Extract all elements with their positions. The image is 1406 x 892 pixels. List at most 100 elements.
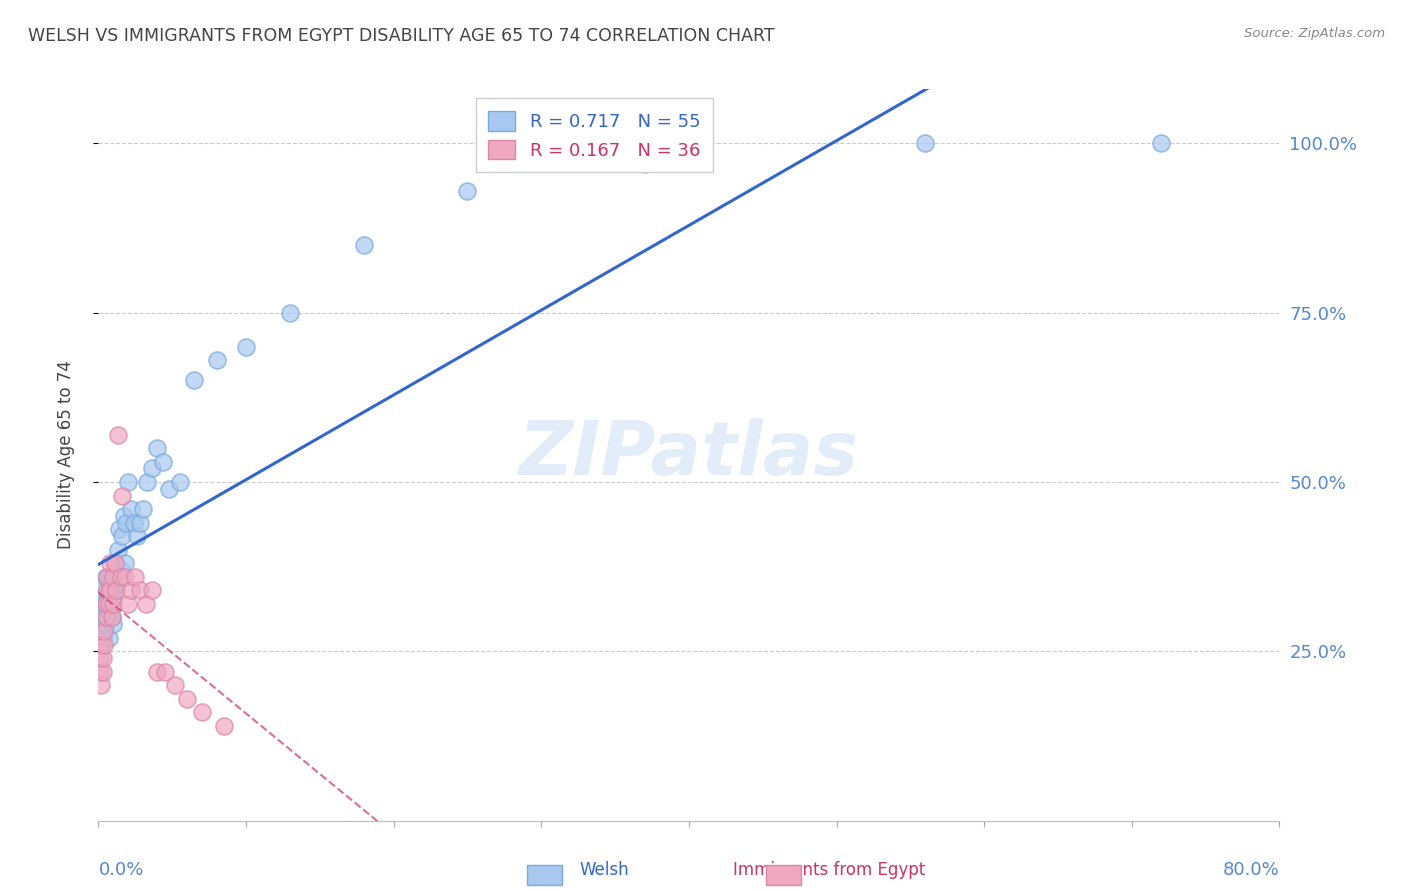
Point xyxy=(212,719,235,733)
Point xyxy=(278,306,302,320)
Point xyxy=(108,523,131,537)
Text: 80.0%: 80.0% xyxy=(1223,861,1279,879)
Point xyxy=(141,461,163,475)
Point xyxy=(191,706,214,720)
Point xyxy=(89,610,111,624)
Point xyxy=(114,570,136,584)
Text: Immigrants from Egypt: Immigrants from Egypt xyxy=(734,861,925,879)
Point xyxy=(176,691,198,706)
Point xyxy=(89,665,111,679)
Point xyxy=(152,455,174,469)
Text: 0.0%: 0.0% xyxy=(98,861,143,879)
Point xyxy=(96,570,118,584)
Point xyxy=(91,631,114,645)
Point xyxy=(165,678,187,692)
Point xyxy=(91,610,114,624)
Point xyxy=(104,556,127,570)
Text: Source: ZipAtlas.com: Source: ZipAtlas.com xyxy=(1244,27,1385,40)
Point xyxy=(125,529,148,543)
Point xyxy=(205,353,228,368)
Point xyxy=(183,373,205,387)
Point xyxy=(141,583,163,598)
Point xyxy=(100,583,122,598)
Point xyxy=(169,475,191,489)
Point xyxy=(132,502,155,516)
Y-axis label: Disability Age 65 to 74: Disability Age 65 to 74 xyxy=(56,360,75,549)
Point xyxy=(97,576,120,591)
Point xyxy=(157,482,180,496)
Point xyxy=(98,583,121,598)
Point xyxy=(93,576,115,591)
Point xyxy=(93,604,115,618)
Point xyxy=(107,427,129,442)
Point xyxy=(128,516,150,530)
Point xyxy=(90,617,112,632)
Point xyxy=(93,638,115,652)
Point xyxy=(146,441,169,455)
Point xyxy=(97,604,120,618)
Point xyxy=(89,624,111,638)
Point xyxy=(91,590,114,604)
Point xyxy=(96,590,118,604)
Point xyxy=(115,516,138,530)
Point xyxy=(456,184,478,198)
Point xyxy=(1150,136,1173,151)
Point xyxy=(110,570,132,584)
Point xyxy=(110,563,132,577)
Point xyxy=(136,475,159,489)
Point xyxy=(128,583,150,598)
Point xyxy=(103,570,125,584)
Point xyxy=(111,489,134,503)
Point xyxy=(103,590,125,604)
Point xyxy=(100,610,122,624)
Point xyxy=(94,597,117,611)
Point xyxy=(100,610,122,624)
Point xyxy=(90,597,112,611)
Point xyxy=(90,638,112,652)
Point xyxy=(122,516,145,530)
Point xyxy=(91,651,114,665)
Text: WELSH VS IMMIGRANTS FROM EGYPT DISABILITY AGE 65 TO 74 CORRELATION CHART: WELSH VS IMMIGRANTS FROM EGYPT DISABILIT… xyxy=(28,27,775,45)
Point xyxy=(91,665,114,679)
Point xyxy=(104,556,127,570)
Point xyxy=(117,597,139,611)
Point xyxy=(120,583,142,598)
Point xyxy=(914,136,936,151)
Point xyxy=(103,617,125,632)
Point xyxy=(94,617,117,632)
Point xyxy=(98,556,121,570)
Point xyxy=(90,678,112,692)
Point xyxy=(105,576,128,591)
Point xyxy=(146,665,169,679)
Legend: R = 0.717   N = 55, R = 0.167   N = 36: R = 0.717 N = 55, R = 0.167 N = 36 xyxy=(475,98,713,172)
Point xyxy=(94,610,117,624)
Point xyxy=(112,508,135,523)
Point xyxy=(120,502,142,516)
Point xyxy=(117,475,139,489)
Point xyxy=(235,340,257,354)
Point xyxy=(97,597,120,611)
Point xyxy=(93,624,115,638)
Point xyxy=(98,597,121,611)
Point xyxy=(98,570,121,584)
Point xyxy=(96,610,118,624)
Point xyxy=(114,556,136,570)
Point xyxy=(111,529,134,543)
Text: Welsh: Welsh xyxy=(579,861,630,879)
Point xyxy=(90,638,112,652)
Point xyxy=(105,583,128,598)
Point xyxy=(107,542,129,557)
Point xyxy=(124,570,146,584)
Point xyxy=(103,597,125,611)
Point xyxy=(135,597,157,611)
Point xyxy=(96,583,118,598)
Point xyxy=(93,624,115,638)
Point xyxy=(153,665,176,679)
Point xyxy=(353,238,375,252)
Point xyxy=(94,570,117,584)
Text: ZIPatlas: ZIPatlas xyxy=(519,418,859,491)
Point xyxy=(89,651,111,665)
Point xyxy=(97,631,120,645)
Point xyxy=(633,157,655,171)
Point xyxy=(94,597,117,611)
